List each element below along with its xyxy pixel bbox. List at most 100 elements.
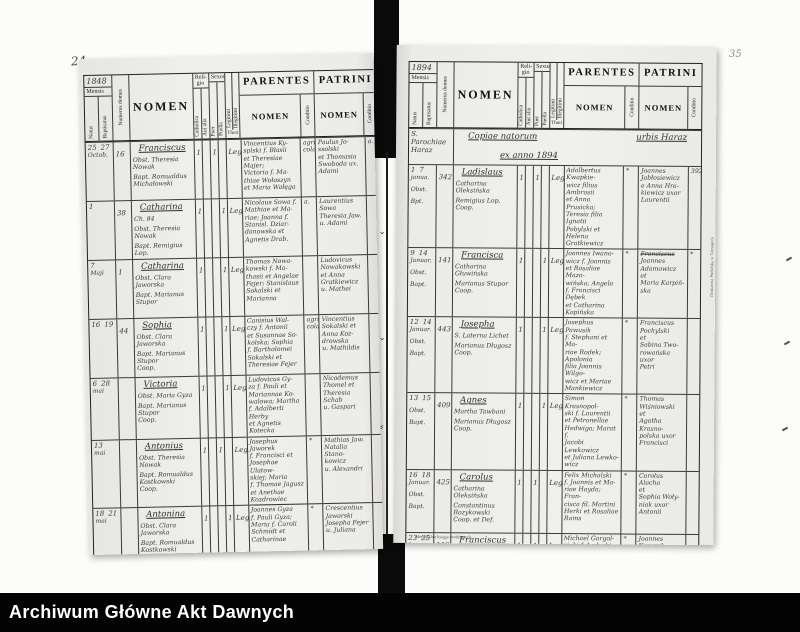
natus-day: 7	[90, 261, 95, 270]
catholica-mark: 1	[197, 207, 203, 216]
puer-mark: 1	[218, 445, 224, 454]
catholica-mark: 1	[200, 325, 205, 334]
illegitimi-label: Illegitimi	[557, 97, 564, 119]
baptisatus-label: Baptisatus	[102, 115, 109, 139]
page-edge-mark	[781, 426, 789, 432]
cell-patrini-conditio	[369, 314, 382, 372]
cell-nomen: Catharina Obst. Clara Jaworska Bapt. Mar…	[132, 258, 198, 319]
patrini-text: Paulus Jo- ssolski et Thomasia Swoboda u…	[317, 138, 359, 176]
natus-label: Natus	[88, 125, 95, 139]
cell-patrini-conditio	[686, 534, 698, 545]
register-row: 6 28 mai Victoria Obst. Maria Gyza Bapt.…	[90, 371, 384, 440]
natus-day: 6	[92, 379, 98, 388]
cell-parents-conditio: *	[307, 435, 324, 504]
child-name: Agnes	[460, 395, 487, 406]
natus-day: 9	[410, 249, 415, 258]
binding-thread	[386, 152, 388, 538]
cell-thori: Leg.	[228, 257, 245, 317]
cell-parents-conditio	[303, 256, 320, 315]
catholica-mark: 1	[517, 541, 522, 545]
cell-house-number: 16	[113, 142, 132, 201]
cell-thori: Leg	[547, 318, 564, 394]
page-edge-mark	[783, 340, 791, 346]
midwife-line: Obst. Theresia Nowak	[138, 453, 186, 469]
header-parentes: PARENTES NOMEN Conditio	[564, 63, 640, 129]
cell-patrini: Joannes Jabłosiewicz e Anna Hra- kiewicz…	[638, 166, 689, 250]
parents-text: Simon Krasnopol- ski f. Laurentii et Pet…	[564, 395, 619, 469]
catholica-label: Catholica	[194, 115, 201, 137]
natus-day: 1	[410, 165, 416, 175]
patrini-text: Mathias Jaw. Natalia Stano- kowicz u. Al…	[324, 435, 365, 473]
cell-mensis: 1 7 janua. Obst. Bpt.	[408, 164, 437, 248]
header-baptisatus: Baptisatus	[99, 96, 113, 140]
patrini-text: Ludovicus Nowakowski et Anna Gratkiewicz…	[320, 256, 361, 294]
header-aut-alia: Aut alia	[526, 78, 533, 128]
parish-annotation: S. Parochiae Haraz	[408, 128, 455, 165]
patrini-text: Joannes Adamowicz et Maria Karpiń- ska	[640, 258, 685, 295]
parentes-conditio-header: Conditio	[299, 94, 315, 137]
puella-label: Puella	[542, 112, 549, 126]
conditio-label: Conditio	[304, 105, 311, 126]
cell-parents: Ludovicus Gy- za f. Pauli et Mariannae K…	[246, 374, 308, 437]
aut-alia-label: Aut alia	[526, 108, 533, 126]
cell-thori: Leg.	[226, 139, 243, 199]
cell-parents: Joannes Gyza f. Pauli Gyza; Maria f. Car…	[248, 504, 310, 556]
cell-patrini: Mathias Jaw. Natalia Stano- kowicz u. Al…	[321, 434, 374, 504]
aut-alia-label: Aut alia	[202, 118, 209, 137]
register-table-right: 1894 Mensis Natus Baptisatus Numerus dom…	[404, 60, 703, 546]
cell-mensis: 6 28 mai	[90, 378, 120, 440]
cell-nomen: Carolus Catharina Oleksińska Constantinu…	[451, 469, 516, 533]
puella-mark: 1	[221, 207, 227, 216]
natus-day: 1	[88, 202, 94, 211]
header-baptisatus: Baptisatus	[423, 83, 436, 127]
cell-mensis: 16 18 Januar. Obst. Bapt.	[406, 469, 435, 532]
patrini-label: PATRINI	[643, 67, 698, 79]
register-page-right: 1894 Mensis Natus Baptisatus Numerus dom…	[393, 44, 717, 546]
header-thori: Legitimi Illegitimi Thori	[224, 72, 242, 139]
puella-mark: 1	[225, 384, 230, 393]
baptizer-line: Bapt. Romualdus Kostkowski Coop.	[139, 470, 194, 493]
month-name: Januar.	[408, 478, 431, 486]
cell-patrini: Ludovicus Nowakowski et Anna Gratkiewicz…	[318, 255, 370, 315]
header-puella: Puella	[542, 72, 549, 128]
thori-label: Thori	[551, 120, 563, 127]
parents-text: Canisius Wal- czy f. Antonii et Susannae…	[246, 316, 298, 369]
archive-name: Archiwum Główne Akt Dawnych	[9, 602, 295, 622]
legitimi-label: Legitimi	[549, 99, 557, 119]
baptisatus-day: 15	[422, 394, 432, 403]
midwife-line: Obst. Clara Jaworska	[136, 333, 173, 348]
cell-parents-conditio	[305, 374, 322, 435]
header-sexus: Sexus Puer Puella	[208, 73, 227, 139]
child-name: Catharina	[139, 201, 183, 213]
legitimacy-mark: Leg.	[233, 383, 248, 392]
year-entry: 1894	[409, 61, 437, 75]
religio-label: Reli-gio	[194, 74, 207, 87]
catholica-mark: 1	[202, 446, 208, 455]
cell-nomen: Ladislaus Catharina Oleksińska Remigius …	[453, 165, 518, 249]
cell-patrini: Laurentius Sowa Theresia Jaw. u. Adami	[317, 196, 369, 256]
baptisatus-day: 28	[101, 379, 111, 388]
cell-nomen: Antonius Obst. Theresia Nowak Bapt. Romu…	[136, 438, 202, 508]
table-header-right: 1894 Mensis Natus Baptisatus Numerus dom…	[409, 61, 702, 131]
parents-text: Vincentius Ky- splski f. Błasii et There…	[243, 139, 296, 192]
cell-nomen: Agnes Martha Tawbani Marianus Długosz Co…	[451, 393, 516, 470]
child-name: Carolus	[459, 471, 493, 483]
cell-house-number: 1	[115, 260, 135, 319]
puella-mark: 1	[224, 325, 229, 334]
cell-patrini-conditio	[686, 471, 698, 533]
cell-parents-conditio: agri cola	[300, 138, 317, 197]
header-patrini: PATRINI NOMEN Conditio	[314, 70, 378, 137]
midwife-line: Catharina Oleksińska	[455, 180, 490, 195]
puella-mark: 1	[227, 514, 233, 523]
nomen-label: NOMEN	[132, 98, 190, 115]
cell-house-number: 141	[435, 248, 454, 317]
cell-house-number	[119, 439, 139, 508]
parents-text: Ludovicus Gy- za f. Pauli et Mariannae K…	[248, 375, 300, 435]
cell-patrini: Franciscus Joannes Adamowicz et Maria Ka…	[638, 250, 689, 319]
month-name: Januar.	[410, 257, 432, 265]
register-row: 25 27 Octob. 16 Franciscus Obst. Theresi…	[85, 135, 379, 201]
baptizer-line: Marianus Długosz Coop.	[453, 418, 511, 433]
parents-conditio: a.	[304, 198, 310, 206]
catholica-label: Catholica	[518, 104, 525, 126]
baptisatus-day: 18	[421, 470, 431, 479]
